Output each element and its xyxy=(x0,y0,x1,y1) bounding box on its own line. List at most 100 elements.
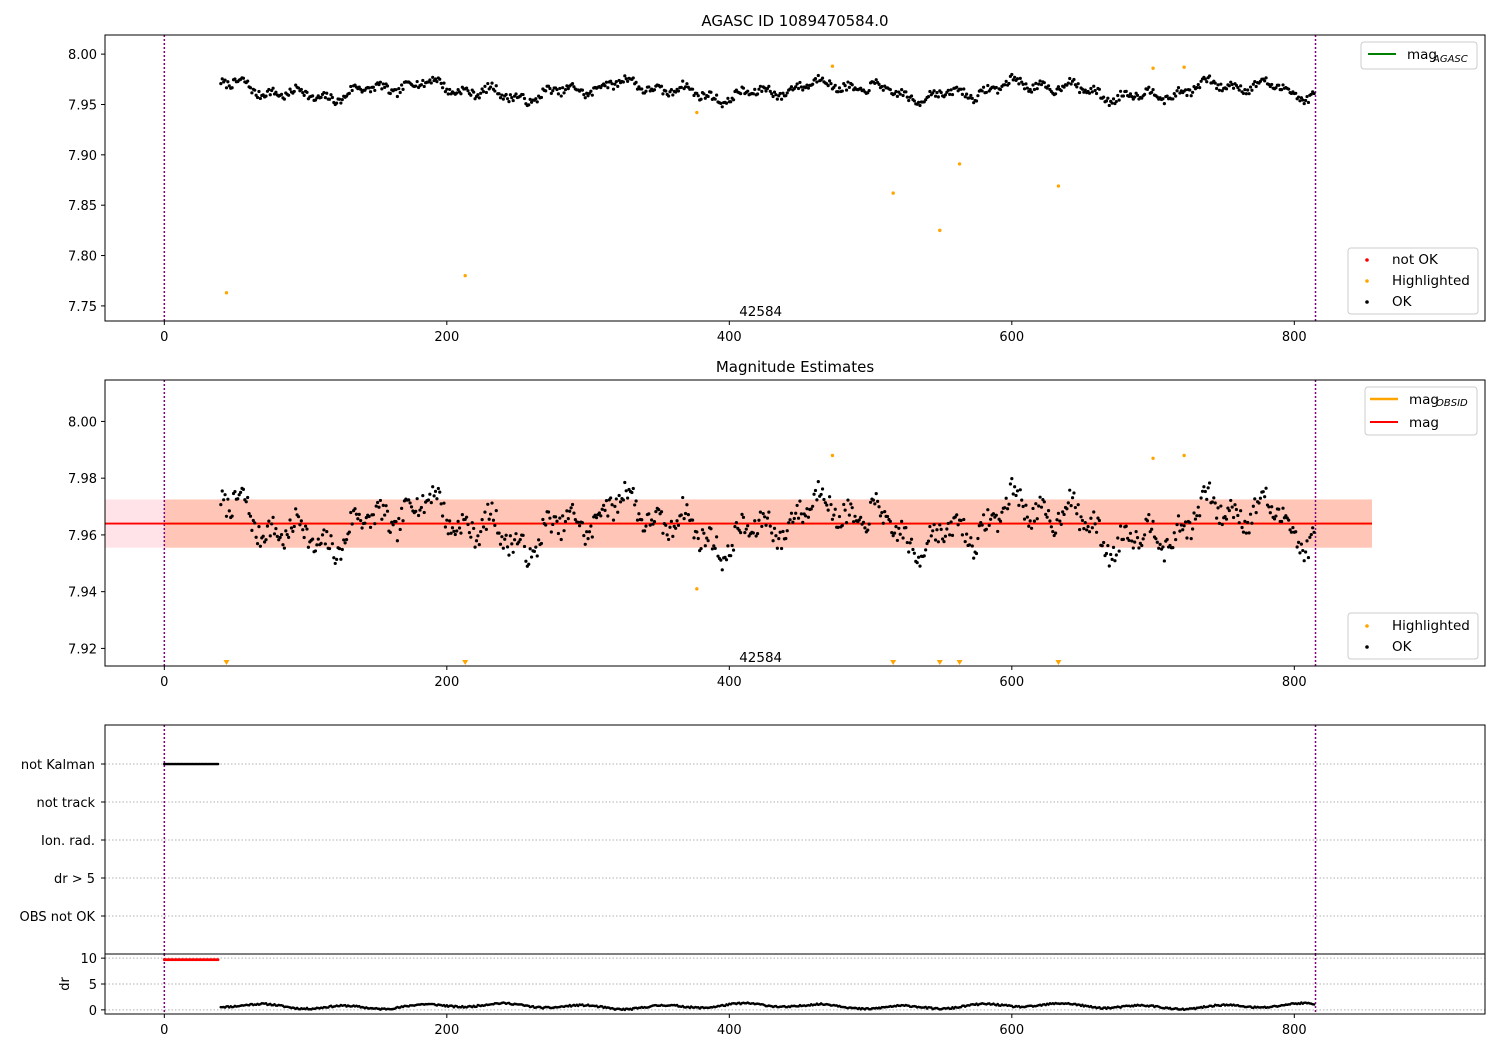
agasc-ok-point xyxy=(1104,99,1109,103)
estimates-ok-point xyxy=(570,502,575,507)
agasc-ok-point xyxy=(1274,86,1278,90)
estimates-ok-point xyxy=(449,531,453,535)
estimates-ok-point xyxy=(514,532,518,536)
estimates-ok-point xyxy=(1294,530,1298,534)
agasc-ok-point xyxy=(813,77,818,81)
estimates-ok-point xyxy=(938,523,942,527)
agasc-ytick-label: 7.80 xyxy=(68,250,97,265)
agasc-legend-notok-label: not OK xyxy=(1392,252,1439,268)
estimates-ok-point xyxy=(494,509,498,513)
agasc-ok-point xyxy=(248,86,253,90)
agasc-ok-point xyxy=(296,86,301,90)
agasc-ok-point xyxy=(1140,96,1144,100)
estimates-ok-point xyxy=(842,502,846,507)
agasc-ok-point xyxy=(666,94,671,98)
agasc-ok-point xyxy=(1094,91,1099,96)
agasc-ok-point xyxy=(565,84,569,88)
agasc-ok-point xyxy=(1083,88,1087,92)
estimates-ok-point xyxy=(895,538,900,543)
agasc-ok-point xyxy=(935,90,939,95)
estimates-ok-point xyxy=(683,511,688,516)
agasc-ok-point xyxy=(435,79,439,84)
estimates-ok-point xyxy=(511,550,515,554)
agasc-highlighted-point xyxy=(695,110,699,115)
agasc-ytick-label: 7.85 xyxy=(68,199,97,214)
agasc-ok-point xyxy=(1037,82,1041,86)
estimates-ok-point xyxy=(987,523,991,527)
agasc-ok-point xyxy=(1080,87,1085,91)
agasc-ok-point xyxy=(1298,99,1302,103)
agasc-ok-point xyxy=(1032,87,1037,92)
agasc-ok-point xyxy=(521,92,525,97)
estimates-ok-point xyxy=(1213,501,1217,505)
estimates-ok-point xyxy=(418,508,422,512)
agasc-highlighted-point xyxy=(957,162,962,166)
estimates-ok-point xyxy=(1233,503,1237,507)
estimates-ok-point xyxy=(244,500,248,504)
estimates-ok-point xyxy=(873,502,877,506)
estimates-ok-point xyxy=(925,541,929,546)
estimates-ok-point xyxy=(504,533,508,537)
estimates-ok-point xyxy=(606,514,610,518)
estimates-ok-point xyxy=(343,541,347,545)
estimates-ok-point xyxy=(948,533,952,537)
estimates-ok-point xyxy=(847,513,851,517)
agasc-ok-point xyxy=(305,90,309,94)
estimates-ok-point xyxy=(236,497,240,501)
estimates-ok-point xyxy=(220,489,224,493)
agasc-ok-point xyxy=(1246,88,1250,92)
agasc-ok-point xyxy=(900,88,904,92)
agasc-ok-point xyxy=(549,91,553,95)
agasc-ok-point xyxy=(805,83,809,87)
estimates-ok-point xyxy=(459,531,463,535)
agasc-ok-point xyxy=(539,95,544,100)
estimates-ok-point xyxy=(438,490,442,494)
estimates-ok-point xyxy=(1028,519,1032,523)
agasc-ok-point xyxy=(652,88,657,92)
agasc-ok-point xyxy=(624,77,628,81)
agasc-ok-point xyxy=(1302,101,1306,106)
estimates-ok-point xyxy=(781,529,785,534)
agasc-ok-point xyxy=(661,92,665,96)
estimates-ok-point xyxy=(1274,514,1278,518)
agasc-ok-point xyxy=(1029,90,1034,94)
estimates-ok-point xyxy=(521,533,525,537)
estimates-ok-point xyxy=(1270,505,1274,509)
agasc-ok-point xyxy=(731,98,736,102)
estimates-ok-point xyxy=(443,525,448,529)
agasc-ok-point xyxy=(623,74,627,78)
estimates-ok-point xyxy=(803,514,808,518)
estimates-ok-point xyxy=(1179,523,1183,527)
estimates-ok-point xyxy=(432,494,436,498)
agasc-ok-point xyxy=(729,100,733,104)
agasc-ok-point xyxy=(388,91,392,96)
agasc-highlighted-point xyxy=(938,228,942,233)
agasc-ok-point xyxy=(912,99,916,103)
agasc-ok-point xyxy=(685,82,689,86)
estimates-ok-point xyxy=(398,527,402,532)
estimates-ok-point xyxy=(970,544,974,548)
estimates-ok-point xyxy=(580,521,585,525)
estimates-ok-point xyxy=(859,515,863,519)
agasc-ok-point xyxy=(469,93,473,97)
estimates-ok-point xyxy=(1267,505,1271,509)
agasc-ok-point xyxy=(681,79,685,83)
agasc-ok-point xyxy=(319,95,323,100)
agasc-ok-point xyxy=(522,96,527,101)
estimates-ok-point xyxy=(799,512,803,516)
agasc-ok-point xyxy=(703,96,707,100)
estimates-ok-point xyxy=(1133,540,1137,544)
agasc-highlighted-point xyxy=(1182,65,1186,69)
estimates-ok-point xyxy=(349,510,353,515)
estimates-ok-point xyxy=(1061,510,1065,514)
estimates-ok-point xyxy=(299,519,303,523)
estimates-ok-point xyxy=(1046,509,1051,513)
agasc-ok-point xyxy=(464,86,469,90)
agasc-ok-point xyxy=(279,92,284,96)
estimates-ok-point xyxy=(1068,488,1072,492)
estimates-ok-point xyxy=(956,523,960,527)
estimates-ok-point xyxy=(661,531,665,535)
agasc-ok-point xyxy=(472,90,476,94)
agasc-ok-point xyxy=(1111,97,1116,101)
estimates-ok-point xyxy=(936,540,940,544)
